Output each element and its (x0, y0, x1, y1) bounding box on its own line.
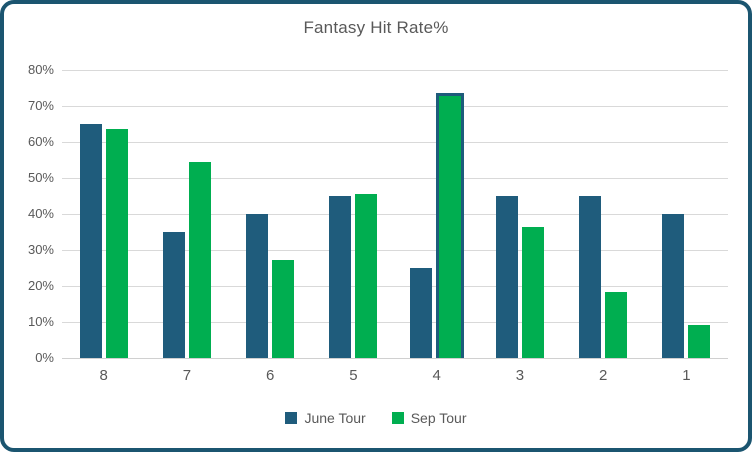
x-axis: 8 7 6 5 4 3 2 1 (62, 367, 728, 384)
bar-june-tour-cat-5[interactable] (329, 196, 352, 358)
gridline (62, 142, 728, 143)
bar-june-tour-cat-2[interactable] (579, 196, 602, 358)
legend-label-sep-tour: Sep Tour (410, 410, 467, 426)
bar-group-2 (562, 70, 645, 358)
bar-sep-tour-cat-7[interactable] (188, 161, 211, 358)
bar-sep-tour-cat-5[interactable] (355, 194, 378, 358)
bar-june-tour-cat-1[interactable] (662, 214, 685, 358)
plot-area (62, 70, 728, 359)
legend-swatch-june-tour (285, 412, 298, 424)
legend-swatch-sep-tour (391, 412, 404, 424)
x-axis-category-label-8: 8 (99, 367, 108, 384)
bar-group-8 (62, 70, 145, 358)
legend-item-sep-tour[interactable]: Sep Tour (391, 410, 467, 426)
bar-group-1 (645, 70, 728, 358)
bar-june-tour-cat-4[interactable] (409, 268, 432, 358)
bar-sep-tour-cat-3[interactable] (521, 226, 544, 358)
x-axis-category-label-2: 2 (598, 367, 608, 384)
bar-june-tour-cat-3[interactable] (495, 196, 518, 358)
bar-sep-tour-cat-8[interactable] (105, 129, 128, 358)
bar-group-7 (145, 70, 228, 358)
legend-item-june-tour[interactable]: June Tour (285, 410, 366, 426)
bar-group-3 (478, 70, 561, 358)
bar-group-6 (229, 70, 312, 358)
bar-june-tour-cat-7[interactable] (162, 232, 185, 358)
bars-row (62, 70, 728, 358)
chart-title: Fantasy Hit Rate% (303, 18, 449, 37)
gridline (62, 70, 728, 71)
bar-group-5 (312, 70, 395, 358)
gridline (62, 178, 728, 179)
x-axis-category-label-3: 3 (515, 367, 525, 384)
gridline (62, 286, 728, 287)
legend-label-june-tour: June Tour (304, 410, 366, 426)
gridline (62, 322, 728, 323)
bar-sep-tour-cat-2[interactable] (605, 292, 628, 358)
y-axis-tick-label: 50% (27, 170, 54, 185)
bar-june-tour-cat-6[interactable] (246, 214, 269, 358)
y-axis-tick-label: 0% (35, 350, 54, 365)
y-axis-tick-label: 30% (27, 242, 54, 257)
y-axis-tick-label: 20% (27, 278, 54, 293)
x-axis-category-label-1: 1 (682, 367, 691, 384)
bar-sep-tour-cat-6[interactable] (272, 259, 295, 358)
x-axis-category-label-7: 7 (182, 367, 192, 384)
gridline (62, 106, 728, 107)
x-axis-category-label-4: 4 (432, 367, 441, 384)
bar-group-4 (395, 70, 478, 358)
gridline (62, 214, 728, 215)
y-axis-tick-label: 10% (27, 314, 54, 329)
y-axis-tick-label: 70% (27, 98, 54, 113)
bar-sep-tour-cat-1[interactable] (688, 325, 711, 358)
gridline (62, 358, 728, 359)
y-axis-tick-label: 80% (27, 62, 54, 77)
y-axis-tick-label: 60% (27, 134, 54, 149)
x-axis-category-label-5: 5 (349, 367, 358, 384)
legend: June Tour Sep Tour (4, 410, 748, 426)
gridline (62, 250, 728, 251)
bar-june-tour-cat-8[interactable] (79, 124, 102, 358)
x-axis-category-label-6: 6 (265, 367, 275, 384)
y-axis-tick-label: 40% (27, 206, 54, 221)
bar-sep-tour-cat-4-selected[interactable] (435, 93, 464, 358)
